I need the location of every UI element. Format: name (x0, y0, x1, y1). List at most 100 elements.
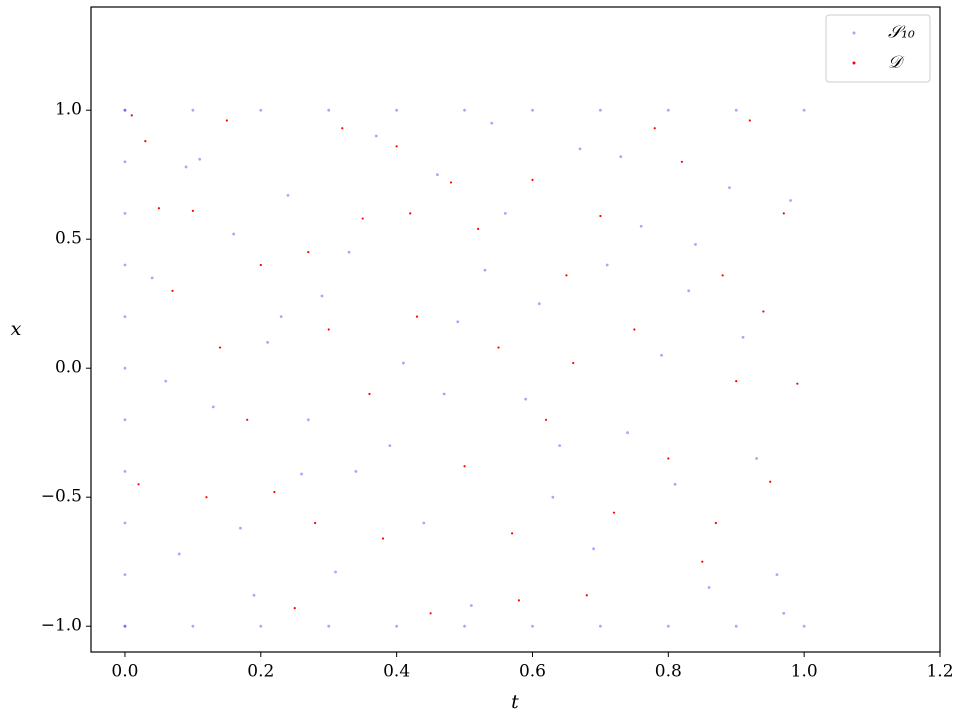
scatter-point (741, 335, 745, 339)
scatter-point (524, 397, 528, 401)
y-tick-label: −0.5 (41, 487, 82, 507)
scatter-point (354, 470, 358, 473)
scatter-point (293, 607, 296, 610)
scatter-point (347, 250, 351, 254)
scatter-point (184, 165, 188, 169)
x-axis-label: t (511, 691, 519, 713)
scatter-point (694, 242, 697, 246)
scatter-point (748, 119, 751, 122)
y-tick-label: −1.0 (41, 616, 82, 636)
scatter-point (782, 611, 786, 615)
scatter-point (327, 328, 330, 331)
scatter-point (395, 108, 399, 112)
legend-marker (852, 61, 856, 65)
scatter-point (701, 560, 704, 563)
scatter-point (164, 379, 168, 383)
scatter-point (551, 495, 555, 499)
scatter-point (320, 294, 324, 298)
x-tick-label: 1.0 (791, 662, 818, 682)
scatter-point (782, 212, 785, 215)
scatter-point (639, 224, 643, 228)
scatter-point (592, 547, 596, 551)
scatter-point (266, 341, 269, 344)
scatter-point (667, 457, 670, 460)
scatter-point (259, 624, 263, 628)
scatter-point (368, 392, 371, 396)
scatter-point (191, 624, 195, 628)
scatter-point (252, 593, 256, 597)
scatter-point (388, 444, 392, 447)
scatter-point (327, 624, 331, 628)
x-tick-label: 0.8 (655, 662, 682, 682)
legend-label: 𝒟 (888, 53, 905, 73)
scatter-point (796, 382, 799, 385)
scatter-point (599, 108, 602, 112)
scatter-point (123, 366, 127, 370)
scatter-point (123, 212, 127, 215)
scatter-point (205, 496, 208, 499)
scatter-point (531, 108, 534, 112)
scatter-point (415, 315, 419, 318)
scatter-point (395, 145, 398, 148)
scatter-point (449, 181, 453, 184)
scatter-point (137, 483, 140, 486)
scatter-point (531, 624, 534, 628)
scatter-point (653, 127, 656, 130)
scatter-point (456, 320, 460, 324)
scatter-point (286, 193, 290, 197)
scatter-point (279, 315, 283, 318)
scatter-point (762, 310, 765, 313)
scatter-point (633, 328, 636, 331)
scatter-point (578, 147, 582, 151)
scatter-point (341, 127, 344, 130)
scatter-point (463, 465, 466, 468)
scatter-point (463, 108, 466, 112)
scatter-point (381, 537, 385, 540)
scatter-point (666, 108, 670, 112)
scatter-point (259, 108, 263, 112)
scatter-point (517, 599, 520, 602)
scatter-point (775, 573, 779, 576)
scatter-point (123, 624, 127, 628)
scatter-point (605, 263, 609, 267)
scatter-point (626, 431, 629, 435)
scatter-point (565, 274, 568, 277)
scatter-point (612, 511, 616, 514)
scatter-point (150, 276, 154, 280)
scatter-point (497, 346, 500, 349)
y-tick-label: 0.0 (55, 358, 82, 378)
scatter-point (572, 361, 575, 365)
scatter-point (802, 108, 806, 112)
y-axis-label: x (11, 318, 22, 340)
scatter-point (361, 217, 364, 220)
scatter-point (374, 134, 378, 138)
scatter-point (144, 140, 147, 143)
scatter-point (531, 178, 534, 181)
scatter-point (728, 186, 731, 190)
scatter-point (680, 160, 684, 163)
legend-box (825, 14, 931, 83)
scatter-point (300, 472, 303, 476)
scatter-point (246, 418, 249, 421)
scatter-point (123, 418, 127, 422)
scatter-point (191, 108, 195, 112)
scatter-point (503, 212, 507, 215)
scatter-point (198, 157, 202, 161)
scatter-point (307, 251, 310, 254)
scatter-point (558, 444, 562, 447)
scatter-point (463, 624, 466, 628)
scatter-point (802, 624, 806, 628)
scatter-point (619, 155, 623, 159)
legend-label: 𝒮₁₀ (888, 23, 915, 43)
scatter-point (191, 209, 194, 212)
scatter-point (599, 624, 602, 628)
scatter-point (422, 521, 426, 525)
scatter-point (239, 526, 242, 530)
scatter-point (123, 624, 127, 628)
scatter-point (218, 346, 222, 349)
scatter-point (755, 457, 759, 460)
y-tick-label: 0.5 (55, 229, 82, 249)
legend-marker (852, 31, 856, 35)
scatter-point (660, 353, 663, 357)
